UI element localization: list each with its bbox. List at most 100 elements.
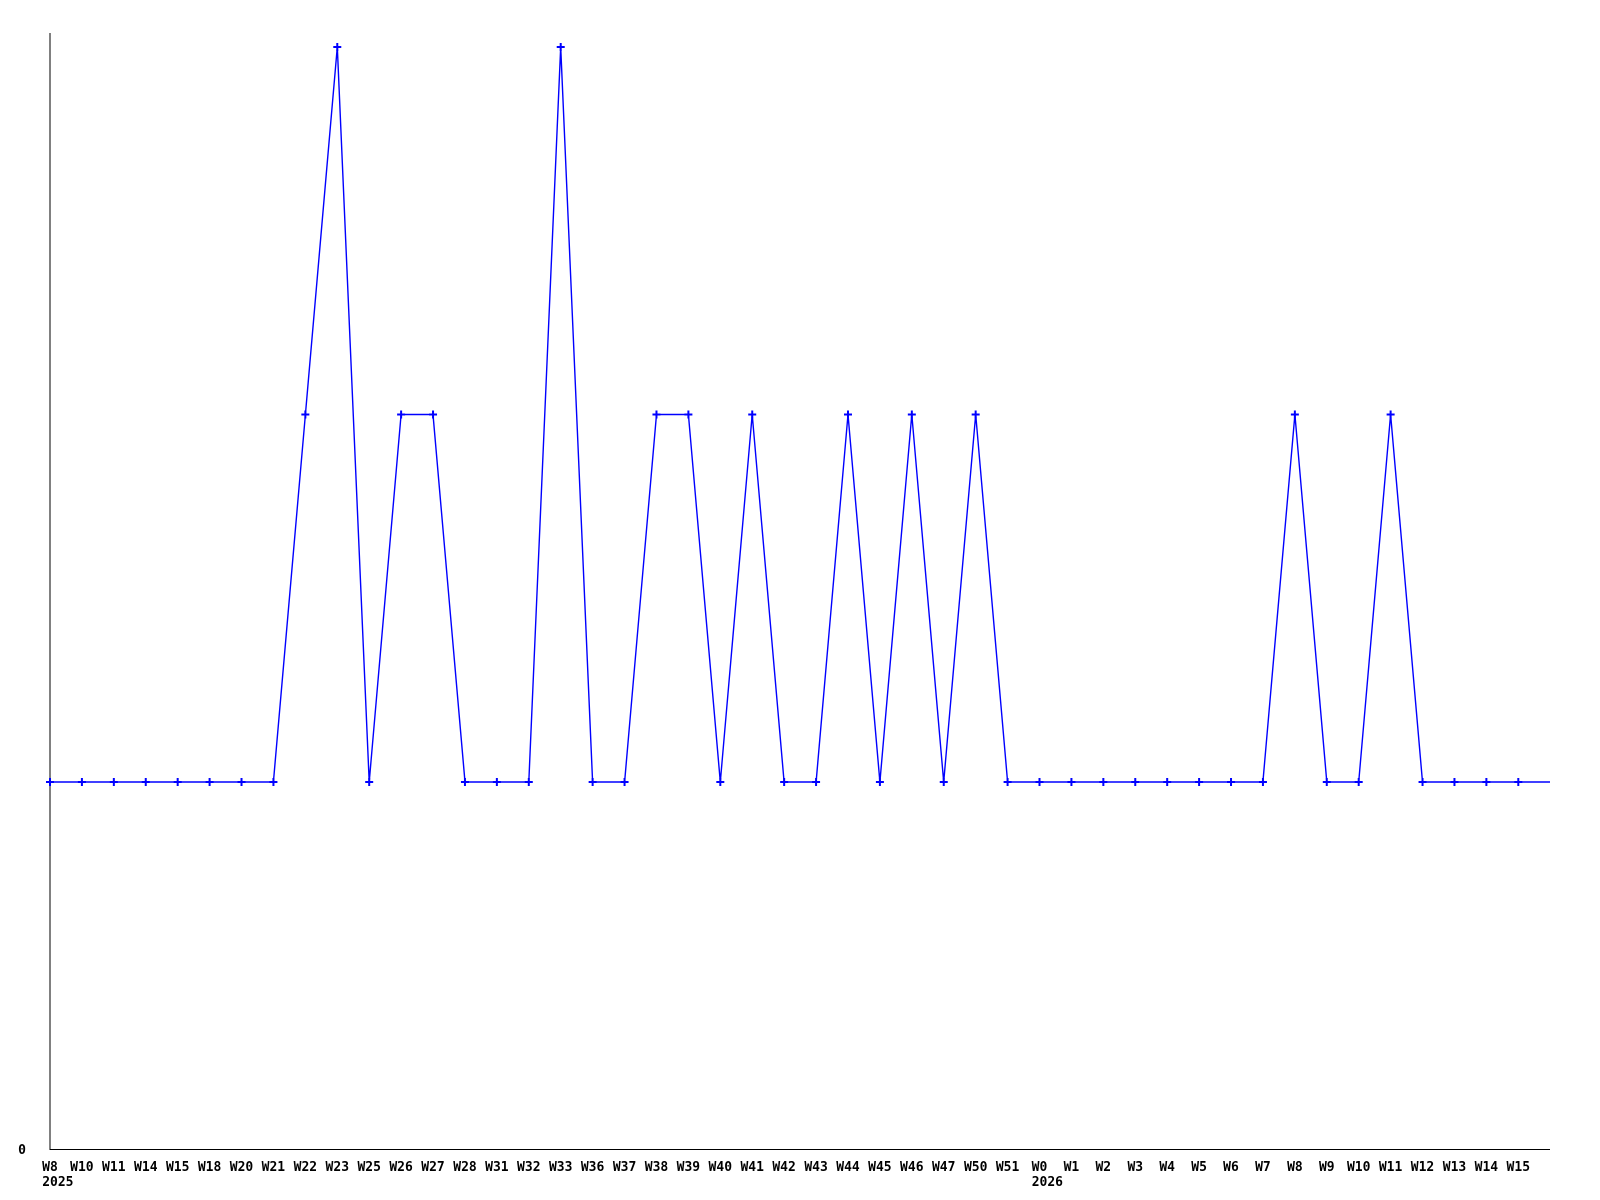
- x-tick-label: W12: [1411, 1160, 1434, 1175]
- x-tick-label: W10: [1347, 1160, 1371, 1175]
- x-tick-label: W25: [357, 1160, 380, 1175]
- data-point-marker: [1354, 778, 1363, 786]
- data-point-marker: [556, 43, 565, 51]
- x-tick-label: W18: [198, 1160, 222, 1175]
- data-point-marker: [971, 410, 980, 419]
- data-point-marker: [1514, 778, 1523, 786]
- data-point-marker: [780, 778, 789, 786]
- x-axis-year-label: 2026: [1032, 1175, 1063, 1190]
- x-tick-label: W31: [485, 1160, 509, 1175]
- data-point-marker: [1035, 778, 1044, 786]
- x-tick-label: W42: [772, 1160, 795, 1175]
- data-point-marker: [1386, 410, 1395, 419]
- data-point-marker: [46, 778, 54, 786]
- data-point-marker: [1163, 778, 1172, 786]
- y-axis-labels: 0: [18, 1143, 26, 1158]
- data-point-marker: [1067, 778, 1076, 786]
- data-point-marker: [1258, 778, 1267, 786]
- x-tick-label: W9: [1319, 1160, 1335, 1175]
- x-tick-label: W23: [326, 1160, 349, 1175]
- x-tick-label: W36: [581, 1160, 605, 1175]
- x-tick-label: W15: [166, 1160, 189, 1175]
- series-line: [50, 46, 1550, 783]
- data-point-marker: [1418, 778, 1427, 786]
- data-point-marker: [1227, 778, 1236, 786]
- x-tick-label: W50: [964, 1160, 988, 1175]
- x-tick-label: W44: [836, 1160, 860, 1175]
- x-tick-label: W28: [453, 1160, 477, 1175]
- data-point-marker: [812, 778, 821, 786]
- x-tick-label: W14: [134, 1160, 158, 1175]
- x-tick-label: W40: [709, 1160, 733, 1175]
- x-tick-label: W39: [677, 1160, 700, 1175]
- x-axis-year-label: 2025: [42, 1175, 73, 1190]
- axis-lines: [49, 33, 1550, 1150]
- data-point-marker: [333, 43, 342, 51]
- data-point-marker: [237, 778, 246, 786]
- x-tick-label: W45: [868, 1160, 891, 1175]
- data-point-marker: [492, 778, 501, 786]
- x-tick-label: W14: [1475, 1160, 1499, 1175]
- data-point-marker: [301, 410, 310, 419]
- data-point-marker: [1099, 778, 1108, 786]
- x-tick-label: W20: [230, 1160, 254, 1175]
- data-point-marker: [1195, 778, 1204, 786]
- x-tick-label: W27: [421, 1160, 444, 1175]
- x-tick-label: W22: [294, 1160, 317, 1175]
- data-point-marker: [875, 778, 884, 786]
- data-point-marker: [1450, 778, 1459, 786]
- x-tick-label: W46: [900, 1160, 924, 1175]
- data-point-marker: [1003, 778, 1012, 786]
- data-point-marker: [588, 778, 597, 786]
- data-point-marker: [843, 410, 852, 419]
- data-point-marker: [620, 778, 629, 786]
- data-point-marker: [77, 778, 86, 786]
- x-tick-label: W32: [517, 1160, 540, 1175]
- x-tick-label: W11: [102, 1160, 126, 1175]
- x-tick-label: W2: [1095, 1160, 1111, 1175]
- x-tick-label: W33: [549, 1160, 572, 1175]
- data-point-marker: [684, 410, 693, 419]
- data-point-marker: [269, 778, 278, 786]
- x-tick-label: W15: [1507, 1160, 1530, 1175]
- data-point-marker: [907, 410, 916, 419]
- x-tick-label: W47: [932, 1160, 955, 1175]
- data-point-marker: [173, 778, 182, 786]
- y-axis-zero-label: 0: [18, 1143, 26, 1158]
- data-point-marker: [748, 410, 757, 419]
- x-tick-label: W21: [262, 1160, 286, 1175]
- axes: [49, 33, 1550, 1150]
- x-tick-label: W6: [1223, 1160, 1239, 1175]
- data-point-marker: [365, 778, 374, 786]
- x-tick-label: W43: [804, 1160, 827, 1175]
- series-polyline: [50, 46, 1550, 783]
- data-point-marker: [524, 778, 533, 786]
- data-point-marker: [429, 410, 438, 419]
- data-point-marker: [205, 778, 214, 786]
- x-tick-label: W41: [740, 1160, 764, 1175]
- data-point-marker: [109, 778, 118, 786]
- x-tick-label: W11: [1379, 1160, 1403, 1175]
- data-point-marker: [141, 778, 150, 786]
- data-point-marker: [939, 778, 948, 786]
- x-tick-label: W8: [42, 1160, 58, 1175]
- data-point-marker: [460, 778, 469, 786]
- x-axis-labels: W8 W10 W11 W14 W15 W18 W20 W21 W22 W23 W25 W26 W27 W2…: [42, 1160, 1530, 1190]
- x-tick-label: W1: [1064, 1160, 1080, 1175]
- x-tick-label: W3: [1127, 1160, 1143, 1175]
- x-tick-label: W26: [389, 1160, 413, 1175]
- x-tick-label: W7: [1255, 1160, 1271, 1175]
- data-point-marker: [397, 410, 406, 419]
- data-point-marker: [1131, 778, 1140, 786]
- data-point-marker: [1482, 778, 1491, 786]
- x-tick-label: W37: [613, 1160, 636, 1175]
- x-tick-label: W51: [996, 1160, 1020, 1175]
- x-tick-label: W4: [1159, 1160, 1175, 1175]
- x-tick-label: W13: [1443, 1160, 1466, 1175]
- x-tick-label: W38: [645, 1160, 669, 1175]
- data-point-marker: [1322, 778, 1331, 786]
- data-point-marker: [652, 410, 661, 419]
- x-tick-label: W5: [1191, 1160, 1207, 1175]
